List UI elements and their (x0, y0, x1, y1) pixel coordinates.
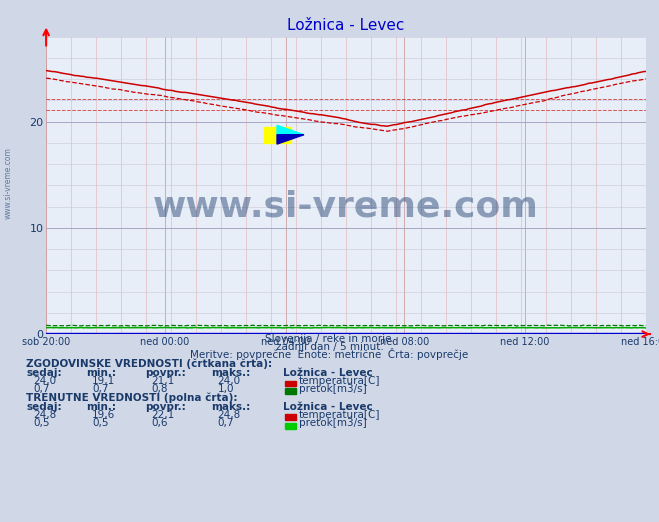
Text: 0,5: 0,5 (92, 419, 109, 429)
Text: 24,0: 24,0 (217, 376, 241, 386)
Text: 19,1: 19,1 (92, 376, 115, 386)
Text: Slovenija / reke in morje.: Slovenija / reke in morje. (264, 334, 395, 344)
Text: 0,5: 0,5 (33, 419, 49, 429)
Text: 21,1: 21,1 (152, 376, 175, 386)
Text: pretok[m3/s]: pretok[m3/s] (299, 419, 367, 429)
Text: 0,7: 0,7 (33, 384, 49, 394)
Text: ZGODOVINSKE VREDNOSTI (črtkana črta):: ZGODOVINSKE VREDNOSTI (črtkana črta): (26, 359, 272, 370)
Text: 0,7: 0,7 (217, 419, 234, 429)
Text: 24,0: 24,0 (33, 376, 56, 386)
Text: 0,6: 0,6 (152, 419, 168, 429)
Text: 1,0: 1,0 (217, 384, 234, 394)
Text: temperatura[C]: temperatura[C] (299, 410, 381, 420)
Text: sedaj:: sedaj: (26, 402, 62, 412)
Text: povpr.:: povpr.: (145, 402, 186, 412)
Text: 19,6: 19,6 (92, 410, 115, 420)
Text: TRENUTNE VREDNOSTI (polna črta):: TRENUTNE VREDNOSTI (polna črta): (26, 393, 238, 404)
Text: maks.:: maks.: (211, 402, 250, 412)
Text: min.:: min.: (86, 368, 116, 378)
Polygon shape (277, 125, 304, 135)
Text: 0,8: 0,8 (152, 384, 168, 394)
Text: temperatura[C]: temperatura[C] (299, 376, 381, 386)
Text: Ložnica - Levec: Ložnica - Levec (283, 368, 373, 378)
Text: pretok[m3/s]: pretok[m3/s] (299, 384, 367, 394)
Text: 22,1: 22,1 (152, 410, 175, 420)
Text: sedaj:: sedaj: (26, 368, 62, 378)
Text: zadnji dan / 5 minut.: zadnji dan / 5 minut. (275, 342, 384, 352)
Title: Ložnica - Levec: Ložnica - Levec (287, 18, 405, 32)
Text: www.si-vreme.com: www.si-vreme.com (153, 189, 539, 223)
Text: maks.:: maks.: (211, 368, 250, 378)
Text: Ložnica - Levec: Ložnica - Levec (283, 402, 373, 412)
Text: Meritve: povprečne  Enote: metrične  Črta: povprečje: Meritve: povprečne Enote: metrične Črta:… (190, 348, 469, 360)
Text: povpr.:: povpr.: (145, 368, 186, 378)
Text: 0,7: 0,7 (92, 384, 109, 394)
Text: 24,8: 24,8 (217, 410, 241, 420)
Bar (264, 127, 291, 143)
Polygon shape (277, 135, 304, 144)
Text: www.si-vreme.com: www.si-vreme.com (4, 147, 13, 219)
Text: 24,8: 24,8 (33, 410, 56, 420)
Text: min.:: min.: (86, 402, 116, 412)
